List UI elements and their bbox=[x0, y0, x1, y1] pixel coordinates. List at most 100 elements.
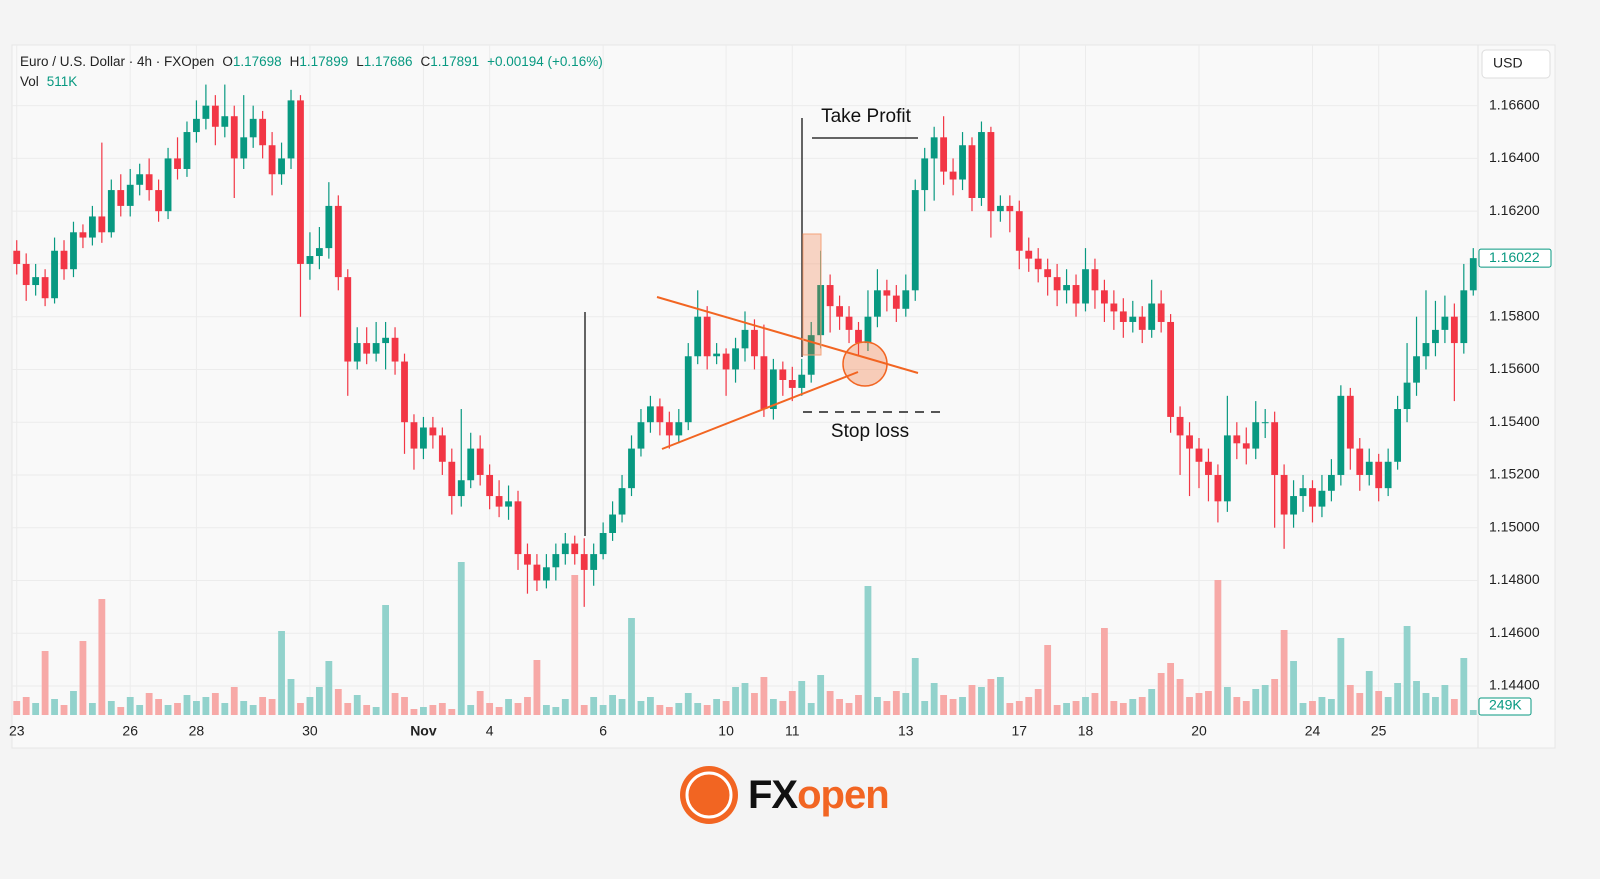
candle-body bbox=[1384, 461, 1392, 489]
candle-body bbox=[1119, 311, 1127, 322]
candle-body bbox=[779, 369, 787, 380]
volume-bar bbox=[230, 687, 238, 715]
volume-bar bbox=[807, 703, 815, 715]
volume-bar bbox=[637, 701, 645, 715]
candle-body bbox=[306, 256, 314, 264]
take-profit-label: Take Profit bbox=[821, 106, 911, 127]
volume-bar bbox=[88, 703, 96, 715]
x-tick-label: 28 bbox=[189, 723, 205, 739]
candle-body bbox=[164, 158, 172, 212]
candle-body bbox=[1157, 303, 1165, 322]
volume-bar bbox=[1214, 580, 1222, 715]
volume-bar bbox=[448, 709, 456, 715]
candle-body bbox=[959, 145, 966, 180]
volume-bar bbox=[221, 703, 229, 715]
volume-bar bbox=[524, 697, 531, 715]
volume-bar bbox=[136, 705, 144, 715]
candle-body bbox=[183, 132, 191, 169]
volume-bar bbox=[1290, 661, 1297, 715]
volume-bar bbox=[1384, 697, 1392, 715]
volume-bar bbox=[126, 697, 134, 715]
candle-body bbox=[353, 343, 361, 362]
ohlc-value: 1.17686 bbox=[364, 54, 413, 69]
candle-body bbox=[51, 250, 58, 299]
volume-bar bbox=[788, 691, 796, 715]
x-tick-label: 30 bbox=[302, 723, 318, 739]
candle-body bbox=[1195, 448, 1203, 462]
volume-bar bbox=[391, 693, 399, 715]
volume-bar bbox=[353, 695, 361, 715]
candle-body bbox=[703, 316, 711, 357]
volume-bar bbox=[70, 691, 77, 715]
candle-body bbox=[713, 353, 721, 357]
candle-body bbox=[1318, 490, 1326, 507]
candle-body bbox=[155, 190, 163, 212]
volume-bar bbox=[892, 691, 900, 715]
volume-bar bbox=[202, 697, 210, 715]
candle-body bbox=[968, 145, 976, 198]
volume-bar bbox=[429, 705, 437, 715]
volume-label: Vol bbox=[20, 74, 39, 89]
volume-bar bbox=[1432, 697, 1439, 715]
volume-bar bbox=[98, 599, 106, 715]
candle-body bbox=[1327, 474, 1335, 491]
volume-bar bbox=[1261, 685, 1269, 715]
candle-body bbox=[1356, 448, 1364, 475]
volume-bar bbox=[1346, 685, 1354, 715]
ohlc-key: H bbox=[290, 54, 300, 69]
volume-bar bbox=[571, 575, 579, 715]
volume-bar bbox=[107, 701, 115, 715]
candle-body bbox=[117, 190, 125, 206]
volume-bar bbox=[694, 703, 702, 715]
candle-body bbox=[1375, 461, 1383, 489]
candle-body bbox=[552, 554, 560, 568]
volume-bar bbox=[1223, 687, 1231, 715]
candle-body bbox=[1167, 321, 1175, 417]
candle-body bbox=[1242, 443, 1250, 449]
candle-body bbox=[297, 100, 304, 264]
volume-bar bbox=[1460, 658, 1468, 715]
volume-bar bbox=[1205, 691, 1212, 715]
candle-body bbox=[13, 250, 21, 264]
y-tick-label: 1.16600 bbox=[1489, 96, 1540, 112]
candle-body bbox=[1299, 488, 1307, 497]
candle-body bbox=[940, 137, 948, 172]
triangle-lower bbox=[661, 371, 859, 450]
candle-body bbox=[98, 216, 106, 233]
candle-body bbox=[401, 361, 408, 423]
candle-body bbox=[325, 205, 333, 249]
candle-body bbox=[1432, 329, 1439, 344]
volume-bar bbox=[968, 685, 976, 715]
volume-bar bbox=[845, 703, 853, 715]
volume-bar bbox=[1309, 701, 1316, 715]
candle-body bbox=[1394, 409, 1402, 462]
volume-bar bbox=[164, 705, 172, 715]
last-volume-tag bbox=[1478, 697, 1532, 716]
volume-bar bbox=[1006, 703, 1014, 715]
candle-body bbox=[590, 554, 598, 570]
ohlc-value: 1.17899 bbox=[299, 54, 348, 69]
candle-body bbox=[448, 461, 456, 497]
volume-bar bbox=[249, 705, 257, 715]
candle-body bbox=[637, 422, 645, 449]
volume-bar bbox=[798, 681, 806, 715]
ohlc-value: 1.17698 bbox=[233, 54, 282, 69]
candle-body bbox=[278, 158, 285, 175]
volume-bar bbox=[609, 695, 616, 715]
volume-bar bbox=[542, 705, 550, 715]
volume-bar bbox=[1015, 701, 1023, 715]
volume-bar bbox=[467, 705, 475, 715]
candle-body bbox=[722, 353, 730, 370]
candle-body bbox=[334, 205, 342, 278]
candle-body bbox=[1413, 356, 1420, 383]
candle-body bbox=[88, 216, 96, 238]
volume-bar bbox=[1063, 703, 1070, 715]
candle-body bbox=[107, 190, 115, 233]
volume-bar bbox=[486, 703, 494, 715]
volume-bar bbox=[921, 701, 929, 715]
volume-bar bbox=[1299, 703, 1307, 715]
volume-bar bbox=[476, 691, 484, 715]
volume-bar bbox=[987, 679, 995, 715]
candle-body bbox=[949, 171, 957, 180]
volume-bar bbox=[874, 697, 881, 715]
